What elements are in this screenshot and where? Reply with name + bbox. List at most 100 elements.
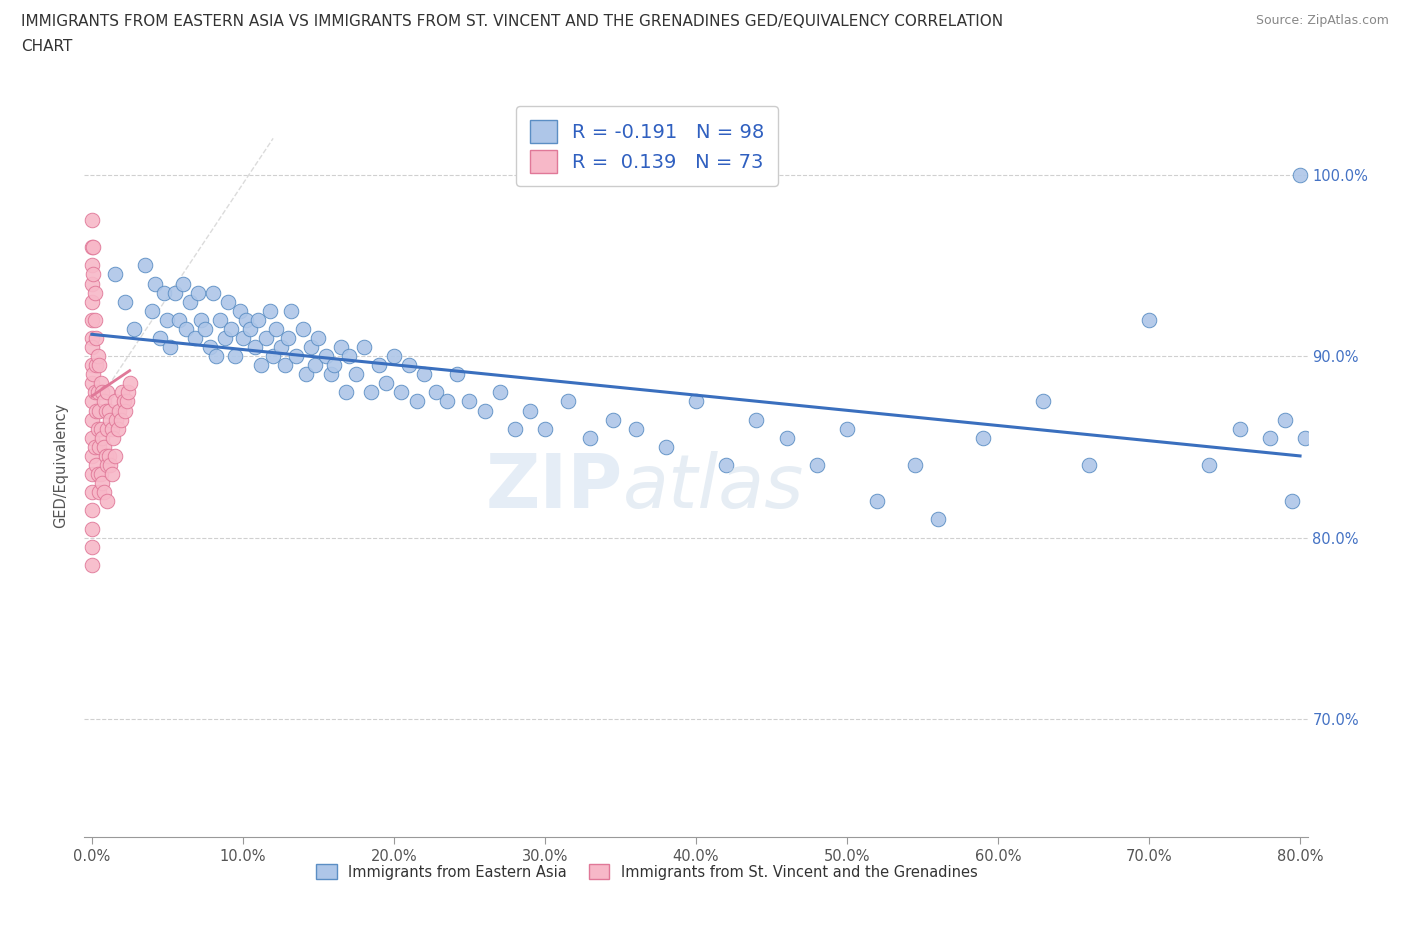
Point <box>91 385 114 400</box>
Point <box>134 258 156 272</box>
Point <box>80 276 103 291</box>
Point <box>292 322 315 337</box>
Point <box>98 412 121 427</box>
Point <box>1229 421 1251 436</box>
Point <box>655 439 678 454</box>
Point <box>97 448 120 463</box>
Point <box>174 322 197 337</box>
Point <box>1294 431 1316 445</box>
Point <box>100 421 122 436</box>
Point <box>446 366 468 381</box>
Point <box>214 330 236 345</box>
Point <box>194 322 217 337</box>
Point <box>714 458 737 472</box>
Point <box>319 366 342 381</box>
Point <box>114 294 136 309</box>
Point <box>204 349 226 364</box>
Point <box>86 330 108 345</box>
Point <box>82 240 104 255</box>
Point <box>1077 458 1099 472</box>
Point <box>335 385 357 400</box>
Point <box>579 431 602 445</box>
Point <box>413 366 436 381</box>
Point <box>375 376 398 391</box>
Point <box>80 485 103 499</box>
Point <box>90 467 112 482</box>
Point <box>337 349 360 364</box>
Point <box>110 412 132 427</box>
Point <box>488 385 510 400</box>
Point <box>187 286 209 300</box>
Point <box>239 322 262 337</box>
Point <box>96 385 118 400</box>
Point <box>745 412 768 427</box>
Point <box>103 394 125 409</box>
Point <box>89 358 111 373</box>
Point <box>382 349 405 364</box>
Point <box>82 366 104 381</box>
Point <box>87 467 110 482</box>
Point <box>179 294 201 309</box>
Point <box>100 467 122 482</box>
Point <box>122 322 145 337</box>
Point <box>118 376 141 391</box>
Point <box>295 366 318 381</box>
Point <box>398 358 420 373</box>
Point <box>84 439 107 454</box>
Point <box>143 276 166 291</box>
Point <box>87 349 110 364</box>
Point <box>243 339 266 354</box>
Point <box>163 286 186 300</box>
Point <box>315 349 337 364</box>
Text: Source: ZipAtlas.com: Source: ZipAtlas.com <box>1256 14 1389 27</box>
Point <box>280 303 302 318</box>
Point <box>80 467 103 482</box>
Point <box>90 421 112 436</box>
Point <box>219 322 242 337</box>
Point <box>80 294 103 309</box>
Point <box>80 312 103 327</box>
Point <box>80 339 103 354</box>
Point <box>262 349 284 364</box>
Point <box>405 394 427 409</box>
Point <box>519 403 541 418</box>
Point <box>108 403 131 418</box>
Point <box>105 412 128 427</box>
Point <box>89 439 111 454</box>
Point <box>89 403 111 418</box>
Text: IMMIGRANTS FROM EASTERN ASIA VS IMMIGRANTS FROM ST. VINCENT AND THE GRENADINES G: IMMIGRANTS FROM EASTERN ASIA VS IMMIGRAN… <box>21 14 1004 29</box>
Point <box>247 312 270 327</box>
Point <box>169 312 191 327</box>
Point <box>274 358 297 373</box>
Point <box>84 385 107 400</box>
Point <box>330 339 353 354</box>
Point <box>153 286 176 300</box>
Point <box>835 421 858 436</box>
Point <box>1137 312 1160 327</box>
Y-axis label: GED/Equivalency: GED/Equivalency <box>53 403 69 527</box>
Point <box>217 294 239 309</box>
Point <box>270 339 292 354</box>
Point <box>360 385 382 400</box>
Point <box>277 330 299 345</box>
Point <box>367 358 389 373</box>
Point <box>98 458 121 472</box>
Point <box>557 394 579 409</box>
Point <box>82 267 104 282</box>
Point <box>80 521 103 536</box>
Point <box>866 494 889 509</box>
Legend: Immigrants from Eastern Asia, Immigrants from St. Vincent and the Grenadines: Immigrants from Eastern Asia, Immigrants… <box>311 858 984 885</box>
Point <box>87 385 110 400</box>
Point <box>115 394 138 409</box>
Point <box>904 458 927 472</box>
Point <box>80 503 103 518</box>
Point <box>198 339 221 354</box>
Point <box>93 439 115 454</box>
Point <box>307 330 329 345</box>
Point <box>84 312 107 327</box>
Point <box>96 421 118 436</box>
Point <box>224 349 246 364</box>
Point <box>80 448 103 463</box>
Point <box>624 421 647 436</box>
Point <box>232 330 254 345</box>
